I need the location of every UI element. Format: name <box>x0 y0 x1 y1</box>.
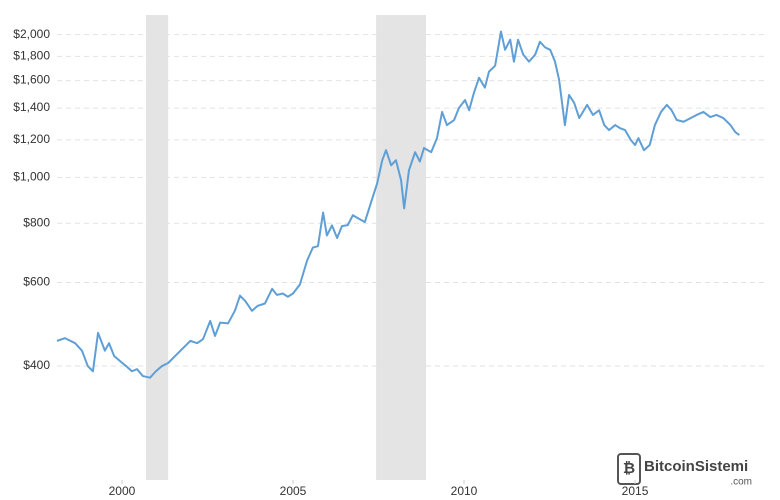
y-tick-label: $600 <box>23 275 50 289</box>
price-line <box>56 30 740 379</box>
x-tick-label: 2010 <box>451 484 478 498</box>
watermark-name: BitcoinSistemi <box>644 458 748 475</box>
y-tick-label: $1,000 <box>13 170 50 184</box>
y-tick-label: $800 <box>23 215 50 229</box>
x-tick-label: 2015 <box>622 484 649 498</box>
y-tick-label: $1,200 <box>13 132 50 146</box>
watermark-domain: .com <box>730 477 752 488</box>
watermark-icon-letter: ₿ <box>623 460 635 477</box>
y-tick-label: $1,400 <box>13 100 50 114</box>
watermark: ₿ BitcoinSistemi .com <box>617 453 752 488</box>
x-tick-label: 2005 <box>280 484 307 498</box>
watermark-icon <box>617 453 641 485</box>
recession-band <box>376 15 427 480</box>
recession-band <box>145 15 169 480</box>
x-tick-label: 2000 <box>109 484 136 498</box>
y-tick-label: $1,800 <box>13 48 50 62</box>
y-tick-label: $2,000 <box>13 27 50 41</box>
y-tick-label: $400 <box>23 358 50 372</box>
y-tick-label: $1,600 <box>13 73 50 87</box>
